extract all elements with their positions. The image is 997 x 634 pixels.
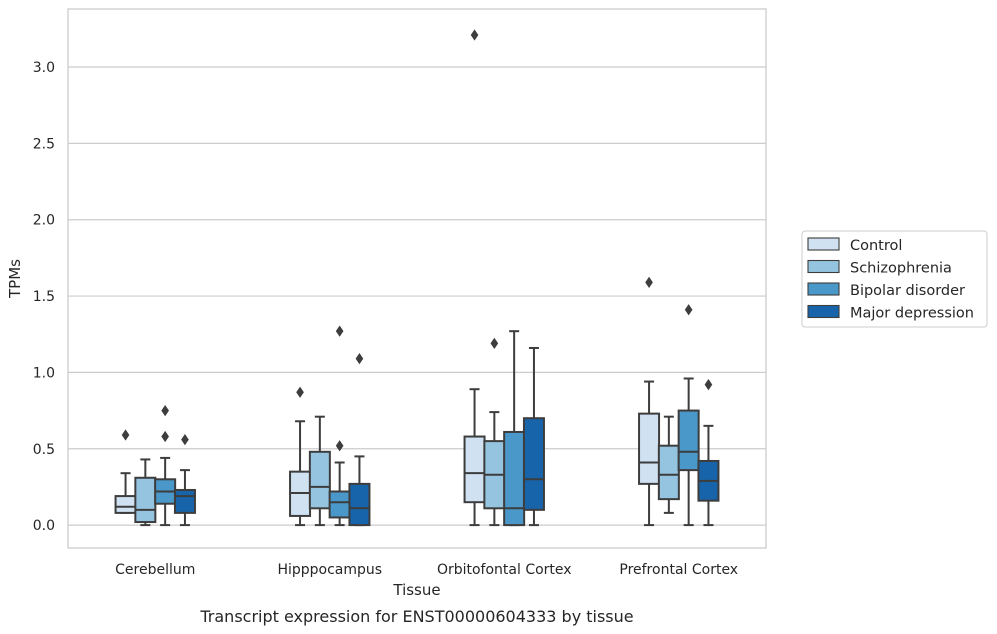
outlier-point — [161, 430, 169, 443]
box-bipolar-disorder — [154, 404, 177, 527]
outlier-point — [335, 440, 344, 452]
outlier-point — [684, 304, 693, 316]
x-tick-label: Hipppocampus — [277, 562, 382, 578]
outlier-point — [704, 378, 713, 391]
legend-swatch — [807, 237, 840, 251]
iqr-box — [463, 435, 486, 504]
plot-boxes — [114, 29, 720, 527]
box-bipolar-disorder — [328, 325, 351, 527]
plot-frame — [67, 8, 767, 549]
x-tick-label: Cerebellum — [115, 562, 195, 578]
box-major-depression — [522, 346, 545, 527]
y-tick-label: 2.5 — [33, 136, 55, 152]
legend-swatch — [807, 304, 840, 319]
y-axis-title: TPMs — [6, 259, 24, 299]
box-control — [289, 386, 312, 527]
box-control — [638, 276, 661, 527]
box-major-depression — [173, 433, 196, 527]
x-tick-label: Prefrontal Cortex — [619, 562, 738, 578]
iqr-box — [657, 444, 680, 501]
y-tick-label: 0.0 — [33, 518, 55, 534]
box-schizophrenia — [483, 337, 506, 527]
outlier-point — [296, 386, 304, 398]
iqr-box — [328, 490, 351, 519]
box-major-depression — [348, 353, 371, 527]
box-bipolar-disorder — [503, 330, 526, 527]
legend-frame — [801, 230, 988, 328]
outlier-point — [121, 429, 130, 441]
box-major-depression — [697, 378, 720, 527]
outlier-point — [355, 353, 364, 365]
iqr-box — [134, 476, 157, 524]
chart-caption: Transcript expression for ENST0000060433… — [199, 607, 633, 626]
iqr-box — [308, 450, 331, 510]
legend: Control Schizophrenia Bipolar disorder Majo… — [801, 230, 988, 328]
x-tick-labels: Cerebellum Hipppocampus Orbitofontal Corte… — [115, 562, 738, 578]
outlier-point — [335, 325, 344, 337]
iqr-box — [173, 488, 196, 514]
box-schizophrenia — [308, 415, 331, 527]
y-tick-label: 1.0 — [33, 365, 55, 381]
iqr-box — [638, 412, 661, 485]
outlier-point — [645, 276, 653, 288]
x-tick-label: Orbitofontal Cortex — [437, 562, 572, 578]
box-control — [114, 429, 137, 514]
iqr-box — [503, 430, 526, 527]
y-tick-label: 0.5 — [33, 442, 55, 458]
x-axis-title: Tissue — [392, 581, 440, 599]
legend-label: Control — [850, 238, 902, 254]
legend-swatch — [807, 282, 840, 296]
y-tick-label: 3.0 — [33, 60, 55, 76]
box-control — [463, 29, 486, 527]
iqr-box — [114, 495, 137, 514]
y-tick-labels: 0.0 0.5 1.0 1.5 2.0 2.5 3.0 — [33, 60, 55, 534]
box-schizophrenia — [657, 415, 680, 514]
legend-swatch — [807, 259, 840, 274]
legend-label: Bipolar disorder — [850, 283, 965, 299]
outlier-point — [470, 29, 479, 41]
outlier-point — [181, 433, 189, 446]
iqr-box — [348, 482, 371, 527]
legend-label: Major depression — [850, 306, 974, 322]
iqr-box — [677, 409, 700, 472]
box-bipolar-disorder — [677, 304, 700, 527]
box-schizophrenia — [134, 458, 157, 527]
y-tick-label: 2.0 — [33, 213, 55, 229]
iqr-box — [522, 417, 545, 511]
outlier-point — [161, 404, 169, 417]
legend-label: Schizophrenia — [850, 261, 952, 277]
grid-lines — [68, 66, 766, 526]
y-tick-label: 1.5 — [33, 289, 55, 305]
outlier-point — [490, 337, 499, 350]
